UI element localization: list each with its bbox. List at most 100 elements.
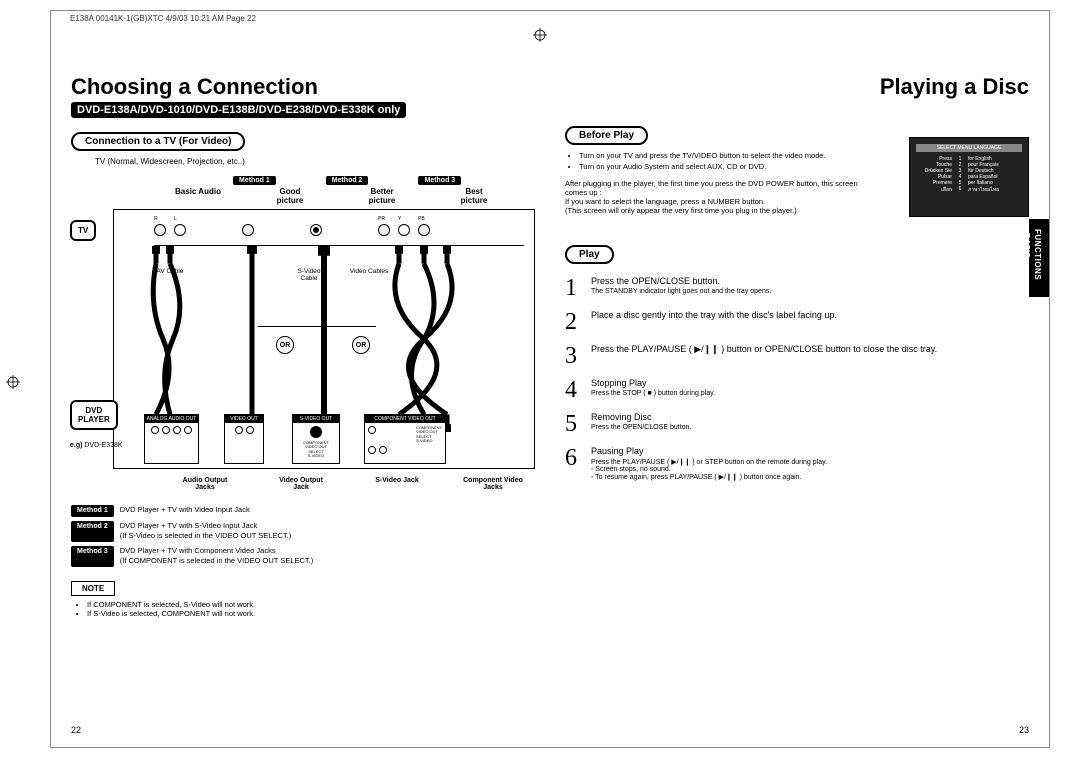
method3-badge: Method 3 xyxy=(71,546,114,567)
video-cable-icon xyxy=(242,246,262,432)
basic-audio-label: Basic Audio xyxy=(163,187,233,205)
good-picture-label: Goodpicture xyxy=(255,187,325,205)
method1-desc: DVD Player + TV with Video Input Jack xyxy=(120,505,250,517)
screenshot-title: SELECT MENU LANGUAGE xyxy=(916,144,1022,152)
step-4: 4 Stopping Play Press the STOP ( ■ ) but… xyxy=(565,378,1029,402)
step-number: 2 xyxy=(565,310,583,334)
side-tab-basic: BASIC xyxy=(1022,233,1031,258)
audio-output-label: Audio Output Jacks xyxy=(163,477,247,491)
step-subtext: The STANDBY indicator light goes out and… xyxy=(591,288,1029,295)
quality-row: Basic Audio Goodpicture Betterpicture Be… xyxy=(163,187,535,205)
better-picture-label: Betterpicture xyxy=(347,187,417,205)
page-number-left: 22 xyxy=(71,725,81,735)
page-spread: Choosing a Connection DVD-E138A/DVD-1010… xyxy=(50,10,1050,748)
side-tab-functions: FUNCTIONS xyxy=(1033,229,1042,280)
before-play-item: Turn on your TV and press the TV/VIDEO b… xyxy=(579,151,845,160)
page-number-right: 23 xyxy=(1019,725,1029,735)
jack-icon xyxy=(418,224,430,236)
jack-icon xyxy=(398,224,410,236)
model-subtitle: DVD-E138A/DVD-1010/DVD-E138B/DVD-E238/DV… xyxy=(71,102,406,118)
component-cable-icon xyxy=(389,246,459,432)
step-text: Stopping Play xyxy=(591,378,647,388)
panel-header: ANALOG AUDIO OUT xyxy=(145,415,198,423)
or-line xyxy=(258,326,376,327)
step-number: 5 xyxy=(565,412,583,436)
method2-desc: DVD Player + TV with S-Video Input Jack(… xyxy=(120,521,291,542)
note-item: If S-Video is selected, COMPONENT will n… xyxy=(87,609,535,618)
best-picture-label: Bestpicture xyxy=(439,187,509,205)
jack-icon xyxy=(242,224,254,236)
or-divider: OR xyxy=(352,336,370,354)
step-number: 4 xyxy=(565,378,583,402)
step-text: Press the OPEN/CLOSE button. xyxy=(591,276,720,286)
step-3: 3 Press the PLAY/PAUSE ( ▶/❙❙ ) button o… xyxy=(565,344,1029,368)
step-number: 1 xyxy=(565,276,583,300)
svideo-jack-icon xyxy=(310,224,322,236)
method1-badge: Method 1 xyxy=(71,505,114,517)
jack-icon xyxy=(378,224,390,236)
connection-pill: Connection to a TV (For Video) xyxy=(71,132,245,151)
video-out-panel: VIDEO OUT xyxy=(224,414,264,464)
note-bullets: If COMPONENT is selected, S-Video will n… xyxy=(71,600,535,618)
before-play-item: Turn on your Audio System and select AUX… xyxy=(579,162,845,171)
or-divider: OR xyxy=(276,336,294,354)
method1-label: Method 1 xyxy=(233,176,276,185)
panel-header: VIDEO OUT xyxy=(225,415,263,423)
example-model-label: e.g) DVD-E338K xyxy=(70,442,123,449)
step-5: 5 Removing Disc Press the OPEN/CLOSE but… xyxy=(565,412,1029,436)
component-out-panel: COMPONENT VIDEO OUT COMPONENTVIDEO OUT S… xyxy=(364,414,446,464)
av-cable-label: AV Cable xyxy=(150,268,190,275)
svideo-out-panel: S-VIDEO OUT COMPONENTVIDEO OUT SELECTS-V… xyxy=(292,414,340,464)
step-number: 3 xyxy=(565,344,583,368)
svideo-jack-label: S-Video Jack xyxy=(355,477,439,491)
play-steps: 1 Press the OPEN/CLOSE button. The STAND… xyxy=(565,276,1029,481)
jack-icon xyxy=(174,224,186,236)
registration-mark-left xyxy=(6,375,20,389)
cable-area: AV Cable S-Video Cable xyxy=(154,246,524,432)
method-descriptions: Method 1 DVD Player + TV with Video Input… xyxy=(71,505,535,567)
note-item: If COMPONENT is selected, S-Video will n… xyxy=(87,600,535,609)
step-text: Press the PLAY/PAUSE ( ▶/❙❙ ) button or … xyxy=(591,344,1029,355)
panel-bottom-labels: Audio Output Jacks Video Output Jack S-V… xyxy=(163,477,535,491)
dvd-box-label: DVD PLAYER xyxy=(70,400,118,430)
method-labels-row: Method 1 Method 2 Method 3 xyxy=(233,176,535,185)
method3-label: Method 3 xyxy=(418,176,461,185)
panel-header: S-VIDEO OUT xyxy=(293,415,339,423)
step-2: 2 Place a disc gently into the tray with… xyxy=(565,310,1029,334)
jack-icon xyxy=(154,224,166,236)
video-cables-label: Video Cables xyxy=(349,268,389,275)
video-output-label: Video Output Jack xyxy=(259,477,343,491)
note-label: NOTE xyxy=(71,581,115,596)
method3-desc: DVD Player + TV with Component Video Jac… xyxy=(120,546,314,567)
screenshot-row: เลือก6ภาษาไทย/ไทย xyxy=(916,186,1022,194)
right-page: Playing a Disc Before Play Turn on your … xyxy=(565,19,1029,735)
language-screenshot: SELECT MENU LANGUAGE Press1for EnglishTo… xyxy=(909,137,1029,217)
audio-out-panel: ANALOG AUDIO OUT xyxy=(144,414,199,464)
before-play-pill: Before Play xyxy=(565,126,648,145)
before-play-bullets: Turn on your TV and press the TV/VIDEO b… xyxy=(565,151,845,171)
left-title: Choosing a Connection xyxy=(71,74,535,100)
tv-type-note: TV (Normal, Widescreen, Projection, etc.… xyxy=(95,157,535,166)
right-title: Playing a Disc xyxy=(565,74,1029,100)
tv-box-label: TV xyxy=(70,220,96,241)
tv-jack-strip: R L PR Y PB xyxy=(154,214,524,246)
method2-label: Method 2 xyxy=(326,176,369,185)
step-subtext: Press the PLAY/PAUSE ( ▶/❙❙ ) or STEP bu… xyxy=(591,458,1029,481)
step-subtext: Press the STOP ( ■ ) button during play. xyxy=(591,390,1029,397)
left-page: Choosing a Connection DVD-E138A/DVD-1010… xyxy=(71,19,535,735)
step-text: Removing Disc xyxy=(591,412,652,422)
step-text: Place a disc gently into the tray with t… xyxy=(591,310,1029,320)
component-video-label: Component Video Jacks xyxy=(451,477,535,491)
svideo-cable-label: S-Video Cable xyxy=(289,268,329,282)
step-subtext: Press the OPEN/CLOSE button. xyxy=(591,424,1029,431)
step-6: 6 Pausing Play Press the PLAY/PAUSE ( ▶/… xyxy=(565,446,1029,481)
step-1: 1 Press the OPEN/CLOSE button. The STAND… xyxy=(565,276,1029,300)
after-plug-text: After plugging in the player, the first … xyxy=(565,179,865,215)
panel-sublabel: COMPONENTVIDEO OUT SELECTS-VIDEO xyxy=(293,441,339,459)
step-number: 6 xyxy=(565,446,583,470)
connection-diagram: TV DVD PLAYER e.g) DVD-E338K R L PR Y PB xyxy=(113,209,535,469)
panel-header: COMPONENT VIDEO OUT xyxy=(365,415,445,423)
method2-badge: Method 2 xyxy=(71,521,114,542)
play-pill: Play xyxy=(565,245,614,264)
step-text: Pausing Play xyxy=(591,446,644,456)
